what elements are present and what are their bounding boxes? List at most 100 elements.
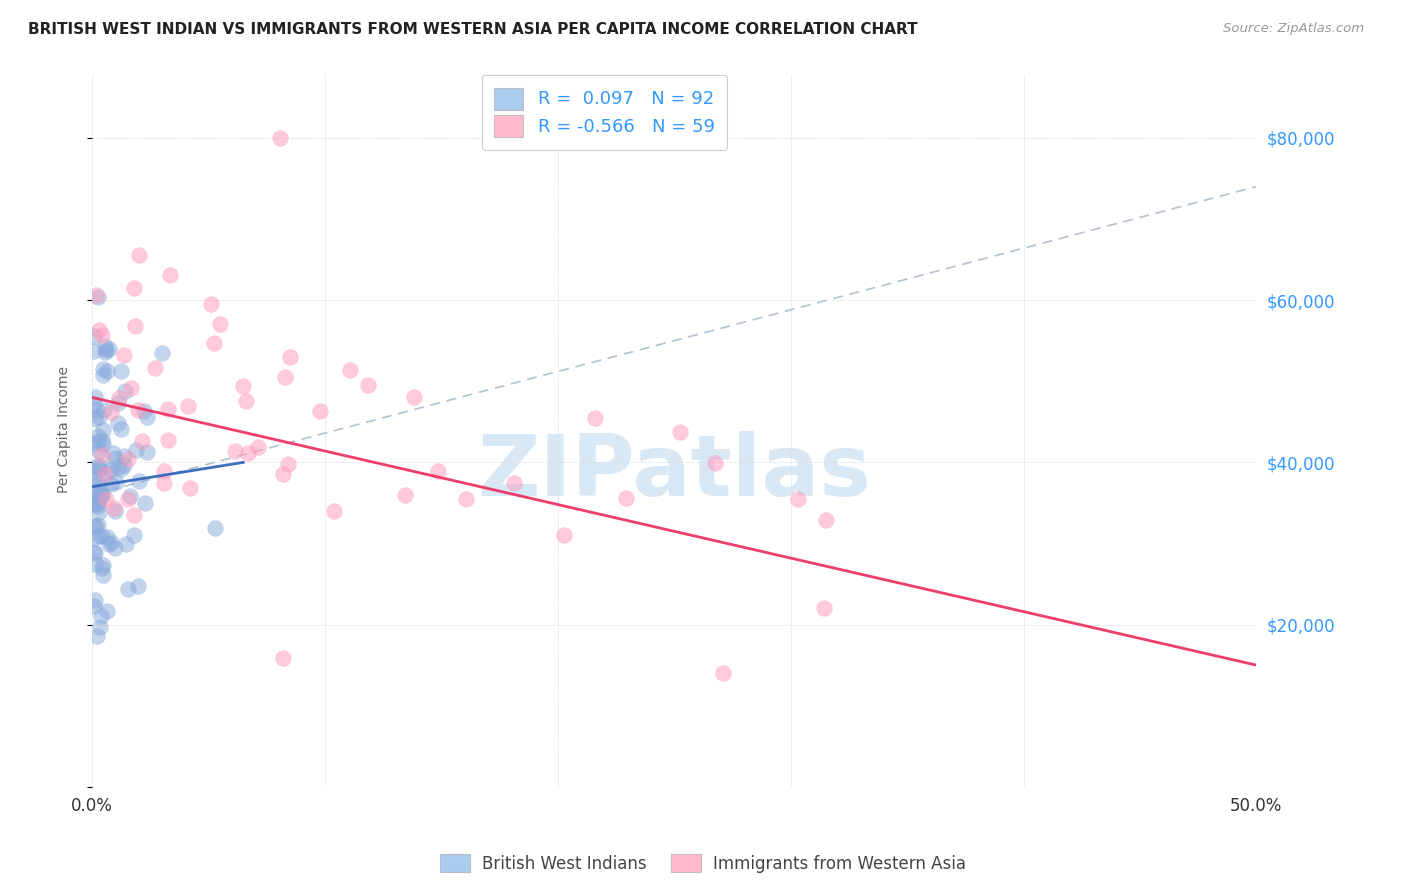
Point [86,434,108,449]
Point [112,449,135,463]
Point [427,464,450,478]
Point [87,494,110,508]
Point [89,323,111,337]
Point [91,560,114,574]
Point [502,475,524,490]
Point [100,476,122,491]
Point [83,343,105,358]
Point [94,343,117,358]
Point [108,391,131,405]
Point [90,328,112,343]
Point [200,297,222,311]
Point [87,477,110,491]
Point [86,429,108,443]
Point [89,409,111,424]
Point [83,411,105,425]
Point [100,405,122,419]
Point [553,528,575,542]
Point [135,410,157,425]
Point [277,457,299,471]
Point [204,521,226,535]
Point [91,568,114,582]
Point [86,458,108,473]
Point [100,461,122,475]
Point [86,288,108,302]
Point [787,492,810,507]
Point [91,433,114,447]
Point [127,403,149,417]
Point [83,487,105,501]
Point [87,517,110,532]
Point [112,458,135,473]
Point [91,423,114,437]
Point [711,666,734,681]
Point [83,557,105,571]
Point [83,329,105,343]
Point [89,620,111,634]
Point [83,466,105,480]
Point [339,363,361,377]
Point [87,490,110,504]
Point [84,518,107,533]
Point [118,489,141,503]
Point [93,467,115,481]
Point [90,608,112,623]
Point [103,446,125,460]
Point [89,458,111,473]
Point [83,531,105,545]
Point [96,530,118,544]
Point [94,344,117,359]
Point [91,362,114,376]
Point [176,399,198,413]
Point [128,248,150,262]
Point [235,394,257,409]
Point [114,537,136,551]
Point [269,131,291,145]
Point [83,397,105,411]
Point [224,443,246,458]
Point [83,497,105,511]
Point [107,395,129,409]
Point [83,545,105,559]
Point [94,339,117,353]
Point [236,446,259,460]
Point [232,379,254,393]
Point [91,368,114,382]
Point [394,488,416,502]
Point [114,384,136,398]
Point [97,342,120,356]
Point [83,437,105,451]
Point [815,513,838,527]
Point [83,519,105,533]
Point [89,529,111,543]
Point [159,268,181,283]
Point [83,473,105,487]
Point [112,348,135,362]
Point [134,404,156,418]
Point [84,592,107,607]
Point [117,451,139,466]
Point [105,475,128,489]
Point [404,390,426,404]
Point [94,492,117,507]
Point [91,437,114,451]
Point [308,404,330,418]
Point [128,475,150,489]
Point [456,491,478,506]
Point [100,535,122,549]
Point [271,651,294,665]
Point [90,487,112,501]
Text: Source: ZipAtlas.com: Source: ZipAtlas.com [1223,22,1364,36]
Point [93,402,115,417]
Point [84,487,107,501]
Point [125,443,148,458]
Point [357,378,380,392]
Point [143,360,166,375]
Point [107,460,129,475]
Point [157,402,180,417]
Point [246,440,269,454]
Point [90,529,112,543]
Point [117,492,139,507]
Point [86,629,108,643]
Point [91,489,114,503]
